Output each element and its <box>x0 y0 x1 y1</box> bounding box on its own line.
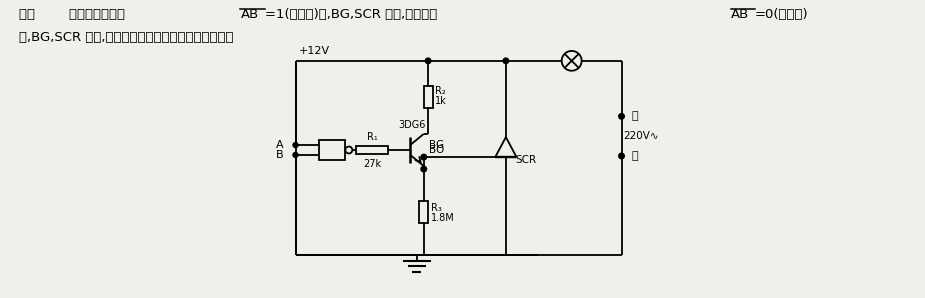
Bar <box>419 201 428 223</box>
Text: 相: 相 <box>632 111 638 121</box>
Text: SCR: SCR <box>516 155 537 165</box>
Text: 在图        所示电路中，当: 在图 所示电路中，当 <box>19 8 125 21</box>
Text: R₂: R₂ <box>435 86 446 97</box>
Text: 220V∿: 220V∿ <box>623 131 660 141</box>
Bar <box>356 146 388 154</box>
Text: A: A <box>276 140 284 150</box>
Text: 中: 中 <box>632 151 638 161</box>
Circle shape <box>293 153 298 157</box>
Bar <box>424 86 433 108</box>
Text: 3DG6: 3DG6 <box>399 120 426 130</box>
Text: =0(低电平): =0(低电平) <box>755 8 808 21</box>
Bar <box>319 140 345 160</box>
Circle shape <box>426 58 431 63</box>
Text: 27k: 27k <box>364 159 381 169</box>
Text: 时,BG,SCR 截止,灯被关灭。本电路可用作接口电路。: 时,BG,SCR 截止,灯被关灭。本电路可用作接口电路。 <box>19 31 234 44</box>
Text: R₁: R₁ <box>367 132 377 142</box>
Text: BO: BO <box>429 145 444 155</box>
Circle shape <box>293 142 298 148</box>
Text: 1k: 1k <box>435 96 447 106</box>
Text: B: B <box>276 150 284 160</box>
Text: 1.8M: 1.8M <box>431 213 454 223</box>
Text: BG: BG <box>429 140 444 150</box>
Circle shape <box>619 153 624 159</box>
Circle shape <box>503 58 509 63</box>
Circle shape <box>421 154 426 160</box>
Text: =1(高电平)时,BG,SCR 导通,灯亮。当: =1(高电平)时,BG,SCR 导通,灯亮。当 <box>265 8 437 21</box>
Text: AB: AB <box>240 8 259 21</box>
Circle shape <box>421 166 426 172</box>
Circle shape <box>619 114 624 119</box>
Text: +12V: +12V <box>299 46 329 56</box>
Text: R₃: R₃ <box>431 203 441 213</box>
Text: AB: AB <box>731 8 749 21</box>
